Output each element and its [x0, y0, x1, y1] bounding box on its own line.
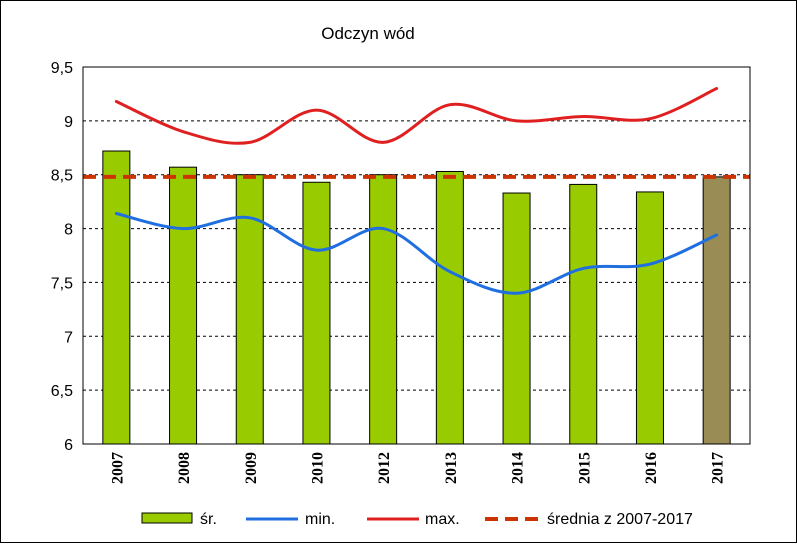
bar-2008 [169, 166, 198, 445]
legend-swatch-sr [141, 512, 193, 524]
x-tick-label: 2014 [510, 452, 527, 484]
bar-2016 [635, 191, 664, 445]
y-tick-label: 6 [64, 437, 73, 454]
legend-label-sr: śr. [200, 511, 217, 528]
y-tick-label: 8,5 [51, 168, 73, 185]
x-tick-label: 2016 [643, 452, 660, 484]
x-tick-label: 2012 [376, 452, 393, 484]
y-tick-label: 8 [64, 222, 73, 239]
chart-title: Odczyn wód [321, 24, 415, 43]
bar-2015 [569, 183, 598, 445]
x-tick-label: 2008 [176, 452, 193, 484]
y-axis-ticks: 6 6,5 7 7,5 8 8,5 9 9,5 [51, 60, 73, 454]
y-tick-label: 7 [64, 329, 73, 346]
x-axis-ticks: 2007 2008 2009 2010 2012 2013 2014 2015 2016 2017 [109, 452, 726, 484]
x-tick-label: 2009 [243, 452, 260, 484]
bar-2009 [235, 174, 264, 445]
plot-area-border [82, 66, 751, 445]
lines [114, 87, 719, 295]
x-tick-label: 2007 [109, 452, 126, 484]
y-tick-label: 6,5 [51, 383, 73, 400]
x-tick-label: 2013 [443, 452, 460, 484]
series-line-min [114, 211, 719, 295]
bar-2017 [702, 176, 731, 445]
legend: śr. min. max. średnia z 2007-2017 [141, 511, 693, 528]
y-tick-label: 7,5 [51, 275, 73, 292]
series-line-max [114, 87, 719, 145]
legend-label-max: max. [425, 511, 460, 528]
bars [102, 150, 731, 445]
y-tick-label: 9 [64, 114, 73, 131]
y-tick-label: 9,5 [51, 60, 73, 77]
bar-2010 [302, 181, 331, 445]
x-tick-label: 2010 [309, 452, 326, 484]
bar-2012 [369, 174, 398, 445]
bar-2014 [502, 192, 531, 445]
bar-2007 [102, 150, 131, 445]
bar-2013 [435, 170, 464, 445]
legend-label-min: min. [305, 511, 335, 528]
legend-label-average: średnia z 2007-2017 [547, 511, 693, 528]
x-tick-label: 2017 [710, 452, 727, 484]
x-tick-label: 2015 [576, 452, 593, 484]
